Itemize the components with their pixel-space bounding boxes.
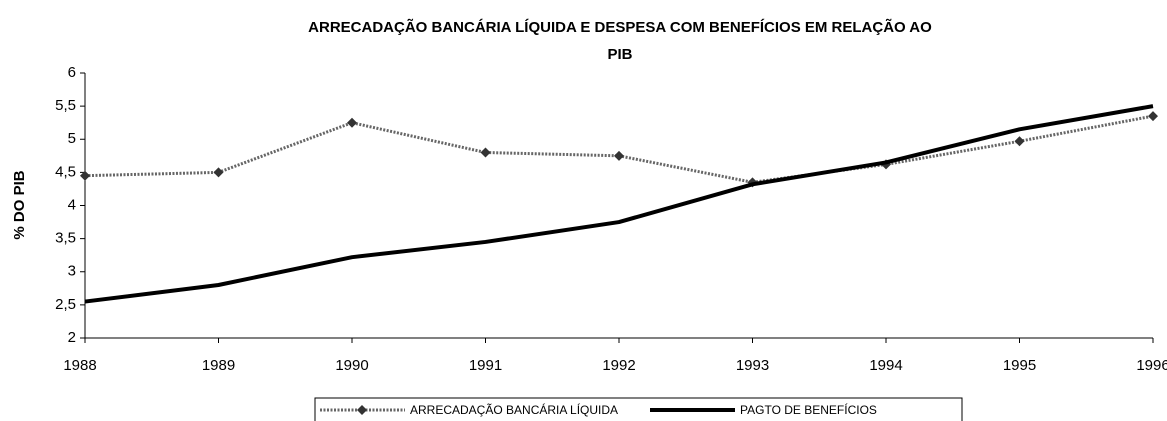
y-tick-label: 2,5 — [55, 296, 76, 313]
data-point — [1014, 136, 1025, 147]
y-axis-label: % DO PIB — [11, 170, 28, 239]
data-point — [614, 150, 624, 161]
y-tick-label: 5,5 — [55, 97, 76, 114]
data-point — [347, 117, 357, 128]
chart-subtitle: PIB — [607, 46, 632, 63]
y-tick-label: 3,5 — [55, 230, 76, 247]
legend-label: ARRECADAÇÃO BANCÁRIA LÍQUIDA — [410, 402, 618, 417]
legend-box — [314, 397, 963, 421]
y-tick-label: 4 — [68, 196, 76, 213]
x-tick-label: 1992 — [602, 357, 635, 374]
series-line — [84, 114, 1154, 184]
x-tick-label: 1988 — [63, 357, 96, 374]
x-tick-label: 1993 — [736, 357, 769, 374]
y-tick-label: 3 — [68, 263, 76, 280]
x-tick-label: 1991 — [469, 357, 502, 374]
y-tick-label: 4,5 — [55, 163, 76, 180]
x-tick-label: 1996 — [1136, 357, 1167, 374]
chart-title: ARRECADAÇÃO BANCÁRIA LÍQUIDA E DESPESA C… — [308, 18, 932, 36]
data-point — [213, 167, 224, 178]
x-tick-label: 1994 — [869, 357, 902, 374]
data-point — [80, 170, 90, 181]
data-point — [1148, 111, 1158, 122]
legend-label: PAGTO DE BENEFÍCIOS — [740, 402, 877, 417]
x-tick-label: 1989 — [202, 357, 235, 374]
y-tick-label: 6 — [68, 64, 76, 81]
x-tick-label: 1995 — [1003, 357, 1036, 374]
x-tick-label: 1990 — [335, 357, 368, 374]
legend-marker — [357, 405, 367, 415]
y-tick-label: 2 — [68, 329, 76, 346]
series-line — [84, 104, 1154, 304]
y-tick-label: 5 — [68, 130, 76, 147]
data-point — [480, 147, 491, 158]
